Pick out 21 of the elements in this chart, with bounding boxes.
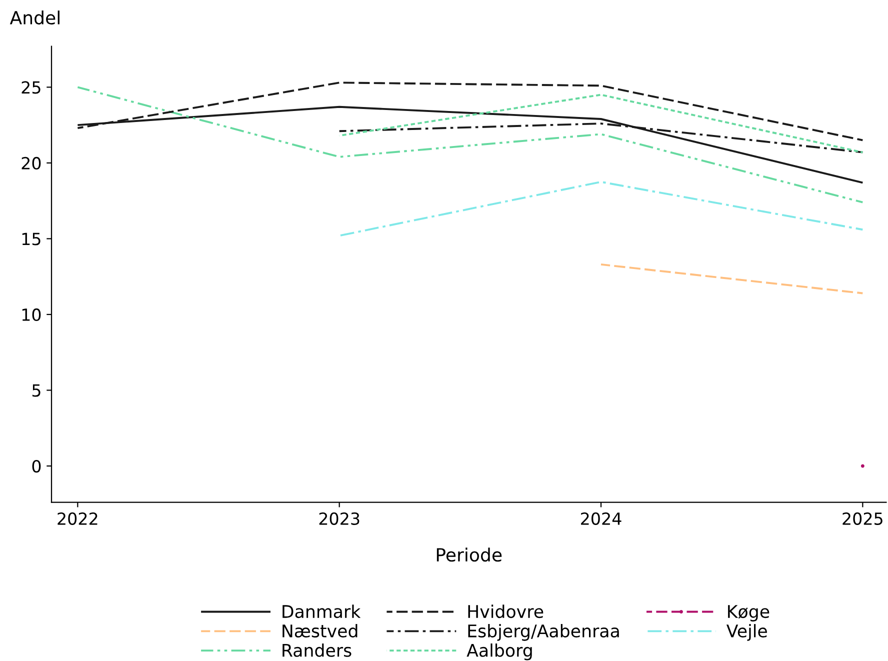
legend-label: Randers [282, 643, 352, 657]
line-series [76, 86, 864, 204]
legend-label: Aalborg [466, 643, 532, 660]
x-tick-label: 2022 [58, 512, 98, 525]
legend-label: Vejle [726, 624, 767, 641]
x-tick-label: 2025 [842, 512, 882, 525]
y-tick-label: 10 [22, 308, 41, 322]
y-tick-label: 25 [22, 81, 40, 94]
x-tick-label: 2024 [581, 512, 622, 525]
y-tick-label: 5 [32, 384, 40, 397]
y-tick-label: 20 [22, 156, 41, 170]
legend-label: Esbjerg/Aabenraa [468, 624, 619, 641]
legend-label: Hvidovre [468, 604, 544, 618]
legend-label: Danmark [282, 604, 361, 618]
y-tick-label: 15 [22, 232, 40, 246]
legend-label: Næstved [282, 624, 358, 638]
y-axis-title: Andel [10, 10, 60, 25]
y-tick-label: 0 [32, 460, 41, 473]
x-axis-title: Periode [436, 548, 502, 562]
legend-label: Køge [728, 605, 770, 622]
x-tick-label: 2023 [319, 512, 360, 525]
